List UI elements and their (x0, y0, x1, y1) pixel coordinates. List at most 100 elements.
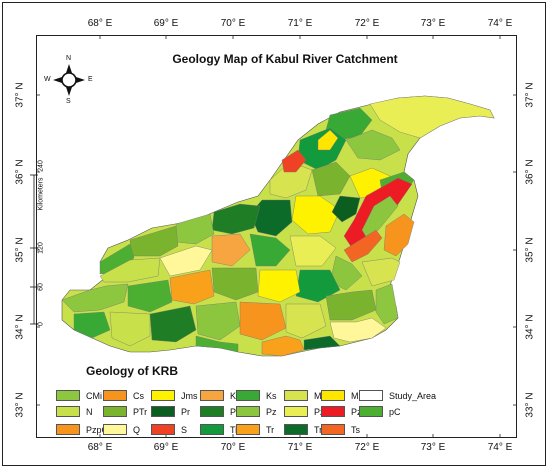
legend-swatch (56, 390, 80, 401)
legend-label: Pzi (314, 407, 327, 417)
legend-swatch (151, 424, 175, 435)
latitude-label-left: 36° N (14, 159, 26, 185)
legend-swatch (103, 406, 127, 417)
scale-tick-120: 120 (37, 242, 45, 254)
longitude-label-top: 74° E (487, 18, 513, 29)
legend-item: Pzi (284, 406, 327, 417)
legend-item: PzpC (56, 424, 108, 435)
latitude-label-left: 34° N (14, 314, 26, 340)
legend-label: Pr (181, 406, 190, 417)
legend-item: Mz (321, 390, 363, 401)
south-label: S (66, 98, 71, 105)
longitude-label-top: 73° E (420, 18, 446, 29)
legend-label: Study_Area (389, 390, 437, 401)
legend-swatch (321, 406, 345, 417)
legend-swatch (103, 424, 127, 435)
legend-item: Ts (321, 424, 360, 435)
legend-swatch (359, 406, 383, 417)
scale-tick-240: 240 (37, 160, 45, 172)
legend-item: S (151, 424, 187, 435)
scale-tick-60: 60 (37, 283, 45, 291)
legend-swatch (284, 390, 308, 401)
legend-label: CMi (86, 390, 102, 401)
longitude-label-top: 72° E (354, 18, 380, 29)
scale-bar (30, 174, 38, 325)
legend-label: Ts (351, 424, 360, 435)
latitude-label-right: 37° N (524, 82, 536, 108)
north-label: N (66, 55, 72, 62)
legend-item: Ti (200, 424, 237, 435)
west-label: W (44, 76, 51, 83)
legend-swatch (284, 424, 308, 435)
legend-label: S (181, 424, 188, 435)
legend-label: Jms (181, 390, 198, 401)
north-arrow-icon (53, 64, 85, 96)
east-label: E (88, 76, 93, 83)
legend-item: Ks (236, 390, 277, 401)
latitude-label-left: 37° N (14, 82, 26, 108)
longitude-label-bottom: 69° E (153, 442, 179, 453)
longitude-label-top: 71° E (287, 18, 313, 29)
legend-label: Pzl (351, 406, 364, 417)
latitude-label-left: 35° N (14, 237, 26, 263)
legend-item: CMi (56, 390, 102, 401)
longitude-label-bottom: 68° E (87, 442, 113, 453)
legend-swatch (236, 390, 260, 401)
scale-unit-label: Kilometers (37, 177, 45, 211)
longitude-label-top: 68° E (87, 18, 113, 29)
latitude-label-right: 34° N (524, 314, 536, 340)
legend-label: Pz (266, 406, 277, 417)
legend-swatch (321, 424, 345, 435)
legend-item: Pr (151, 406, 190, 417)
longitude-label-top: 70° E (220, 18, 246, 29)
legend-label: Q (133, 424, 141, 435)
legend-label: Mi (314, 390, 324, 401)
legend-item: PTr (103, 406, 147, 417)
latitude-label-right: 35° N (524, 237, 536, 263)
longitude-label-bottom: 74° E (487, 442, 513, 453)
legend-swatch (103, 390, 127, 401)
legend-swatch (236, 406, 260, 417)
latitude-label-right: 36° N (524, 159, 536, 185)
legend-swatch (321, 390, 345, 401)
longitude-label-bottom: 73° E (420, 442, 446, 453)
legend-item: pC (359, 406, 401, 417)
legend-swatch (151, 406, 175, 417)
outer-frame (2, 2, 546, 466)
legend-label: PzpC (86, 424, 109, 435)
legend-swatch (359, 390, 383, 401)
scale-tick-0: 0 (37, 322, 45, 326)
longitude-label-bottom: 70° E (220, 442, 246, 453)
legend-swatch (200, 424, 224, 435)
legend-label: Ks (266, 390, 277, 401)
legend-label: N (86, 406, 93, 417)
legend-swatch (56, 424, 80, 435)
legend-swatch (56, 406, 80, 417)
legend-item: Q (103, 424, 140, 435)
legend-item: Pz (236, 406, 277, 417)
legend-label: pC (389, 406, 401, 417)
legend-swatch (151, 390, 175, 401)
legend-swatch (200, 406, 224, 417)
legend-item: Pzl (321, 406, 364, 417)
legend-swatch (284, 406, 308, 417)
latitude-label-left: 33° N (14, 392, 26, 418)
map-title: Geology Map of Kabul River Catchment (172, 52, 398, 66)
legend-label: Tr (266, 424, 275, 435)
longitude-label-bottom: 71° E (287, 442, 313, 453)
longitude-label-top: 69° E (153, 18, 179, 29)
legend-item: Study_Area (359, 390, 436, 401)
longitude-label-bottom: 72° E (354, 442, 380, 453)
latitude-label-right: 33° N (524, 392, 536, 418)
legend-swatch (200, 390, 224, 401)
legend-swatch (236, 424, 260, 435)
legend-item: Mi (284, 390, 324, 401)
legend-label: PTr (133, 406, 148, 417)
legend-label: Mz (351, 390, 363, 401)
geology-units (61, 95, 495, 357)
legend-item: Tr (236, 424, 274, 435)
legend-item: N (56, 406, 93, 417)
legend-label: Ti (230, 424, 238, 435)
legend-title: Geology of KRB (86, 364, 178, 378)
